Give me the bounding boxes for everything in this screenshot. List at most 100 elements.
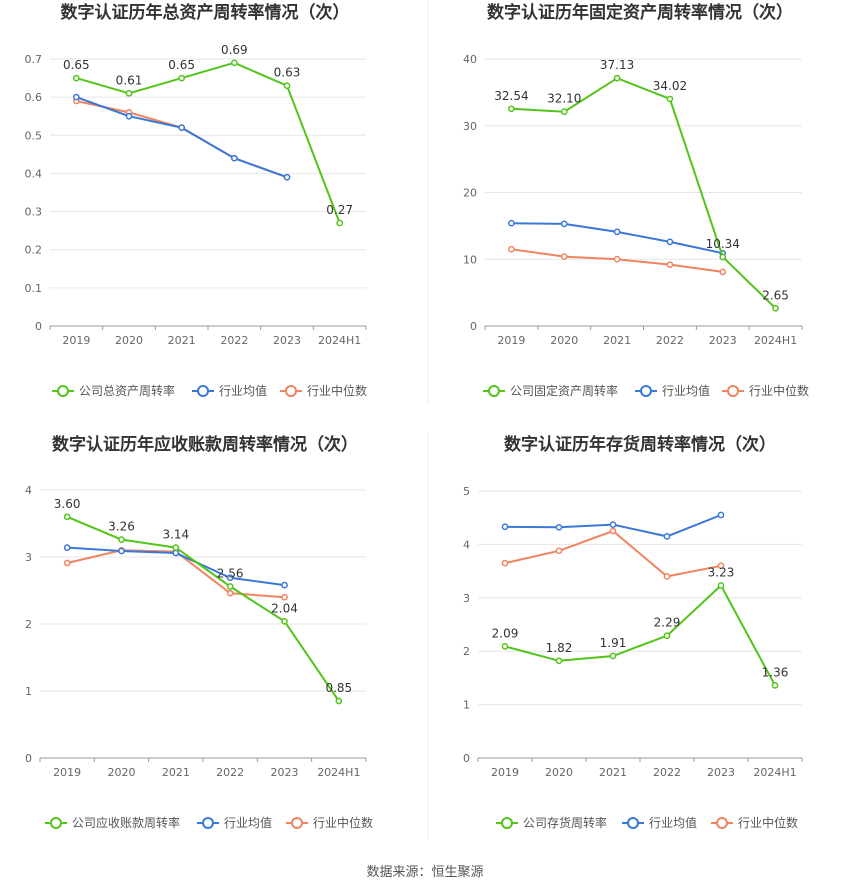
x-tick-label: 2019 bbox=[62, 334, 90, 347]
legend-item-median[interactable]: 行业中位数 bbox=[286, 815, 373, 830]
data-point-company bbox=[226, 583, 234, 590]
data-label: 3.14 bbox=[162, 528, 189, 542]
y-tick-label: 0.4 bbox=[25, 167, 43, 180]
data-point-company bbox=[281, 617, 288, 625]
chart-panel-2: 数字认证历年应收账款周转率情况（次） 0 1 2 3 4 2019 2020 2021 2022 2… bbox=[25, 434, 373, 830]
data-point-company bbox=[118, 536, 125, 543]
data-label: 2.29 bbox=[654, 616, 681, 630]
chart-panel-0: 数字认证历年总资产周转率情况（次） 0 0.1 0.2 0.3 0.4 0.5 0.6 0.7 2… bbox=[25, 2, 368, 398]
y-tick-label: 0.1 bbox=[25, 282, 43, 295]
chart-title: 数字认证历年固定资产周转率情况（次） bbox=[487, 2, 793, 23]
data-point-company bbox=[501, 643, 509, 650]
x-tick-label: 2024H1 bbox=[317, 766, 360, 779]
data-point-avg bbox=[281, 581, 288, 589]
y-tick-label: 0 bbox=[470, 320, 477, 333]
y-tick-label: 0 bbox=[463, 752, 470, 765]
x-tick-label: 2019 bbox=[53, 766, 81, 779]
legend-item-median[interactable]: 行业中位数 bbox=[711, 815, 798, 830]
x-tick-label: 2023 bbox=[273, 334, 301, 347]
legend-marker-icon bbox=[291, 817, 303, 829]
data-point-median bbox=[63, 559, 71, 567]
data-label: 0.69 bbox=[221, 43, 248, 57]
series-line-company bbox=[504, 583, 776, 686]
data-point-avg bbox=[501, 523, 509, 531]
legend-item-company[interactable]: 公司总资产周转率 bbox=[52, 383, 175, 398]
y-tick-label: 2 bbox=[25, 618, 32, 631]
legend-label: 行业均值 bbox=[649, 815, 697, 830]
legend-item-avg[interactable]: 行业均值 bbox=[622, 815, 697, 830]
x-tick-label: 2024H1 bbox=[318, 334, 361, 347]
data-point-company bbox=[336, 219, 344, 227]
legend-item-median[interactable]: 行业中位数 bbox=[722, 383, 809, 398]
data-label: 0.65 bbox=[63, 58, 90, 72]
data-point-median bbox=[717, 562, 725, 570]
x-tick-label: 2022 bbox=[216, 766, 244, 779]
y-tick-label: 0 bbox=[25, 752, 32, 765]
legend-marker-icon bbox=[640, 385, 652, 397]
data-label: 1.36 bbox=[762, 665, 789, 679]
legend-marker-icon bbox=[716, 817, 728, 829]
legend-marker-icon bbox=[285, 385, 297, 397]
y-tick-label: 3 bbox=[25, 551, 32, 564]
legend-label: 行业均值 bbox=[224, 815, 272, 830]
data-point-median bbox=[226, 589, 234, 597]
legend-marker-icon bbox=[197, 385, 209, 397]
legend-item-avg[interactable]: 行业均值 bbox=[192, 383, 267, 398]
data-point-avg bbox=[555, 523, 563, 531]
data-point-avg bbox=[230, 154, 238, 162]
chart-panel-3: 数字认证历年存货周转率情况（次） 0 1 2 3 4 5 2019 2020 2021 2022 20… bbox=[463, 434, 803, 830]
data-point-company bbox=[230, 59, 238, 67]
data-point-company bbox=[72, 74, 80, 82]
data-point-median bbox=[281, 593, 288, 601]
x-tick-label: 2019 bbox=[497, 334, 525, 347]
data-point-avg bbox=[125, 112, 133, 120]
y-tick-label: 5 bbox=[463, 485, 470, 498]
series-line-avg bbox=[75, 96, 288, 179]
chart-panel-1: 数字认证历年固定资产周转率情况（次） 0 10 20 30 40 2019 2020 2021 2… bbox=[463, 2, 809, 398]
data-point-company bbox=[663, 632, 671, 640]
x-tick-label: 2023 bbox=[271, 766, 299, 779]
legend-label: 行业中位数 bbox=[313, 815, 373, 830]
legend-item-median[interactable]: 行业中位数 bbox=[280, 383, 367, 398]
data-label: 0.61 bbox=[116, 73, 143, 87]
legend-item-company[interactable]: 公司存货周转率 bbox=[496, 815, 607, 830]
y-tick-label: 0.5 bbox=[25, 129, 43, 142]
y-tick-label: 1 bbox=[463, 699, 470, 712]
data-point-avg bbox=[717, 511, 725, 519]
legend-item-company[interactable]: 公司固定资产周转率 bbox=[483, 383, 618, 398]
data-label: 0.65 bbox=[168, 58, 195, 72]
data-point-company bbox=[613, 74, 621, 82]
data-label: 3.60 bbox=[54, 497, 81, 511]
x-tick-label: 2022 bbox=[220, 334, 248, 347]
data-point-avg bbox=[63, 544, 71, 551]
y-tick-label: 0.2 bbox=[25, 244, 43, 257]
x-tick-label: 2022 bbox=[653, 766, 681, 779]
data-point-company bbox=[172, 544, 180, 551]
x-tick-label: 2020 bbox=[550, 334, 578, 347]
data-point-avg bbox=[663, 533, 671, 540]
series-line-company bbox=[76, 61, 341, 224]
data-point-company bbox=[508, 105, 515, 113]
legend-label: 行业中位数 bbox=[749, 383, 809, 398]
data-point-avg bbox=[613, 228, 621, 236]
legend-label: 公司总资产周转率 bbox=[79, 383, 175, 398]
legend-item-avg[interactable]: 行业均值 bbox=[635, 383, 710, 398]
data-point-company bbox=[719, 253, 727, 261]
data-point-company bbox=[555, 657, 563, 665]
x-tick-label: 2021 bbox=[603, 334, 631, 347]
legend-item-avg[interactable]: 行业均值 bbox=[197, 815, 272, 830]
data-point-company bbox=[178, 74, 186, 82]
data-label: 1.91 bbox=[600, 636, 627, 650]
legend-label: 行业均值 bbox=[662, 383, 710, 398]
series-line-company bbox=[66, 515, 340, 702]
data-point-median bbox=[508, 245, 515, 253]
legend-marker-icon bbox=[57, 385, 69, 397]
y-tick-label: 0.6 bbox=[25, 91, 43, 104]
data-point-avg bbox=[72, 93, 80, 101]
y-tick-label: 20 bbox=[463, 187, 477, 200]
y-tick-label: 10 bbox=[463, 253, 477, 266]
series-line-company bbox=[511, 77, 777, 310]
data-point-median bbox=[560, 253, 568, 260]
legend-item-company[interactable]: 公司应收账款周转率 bbox=[45, 815, 180, 830]
y-tick-label: 0 bbox=[35, 320, 42, 333]
